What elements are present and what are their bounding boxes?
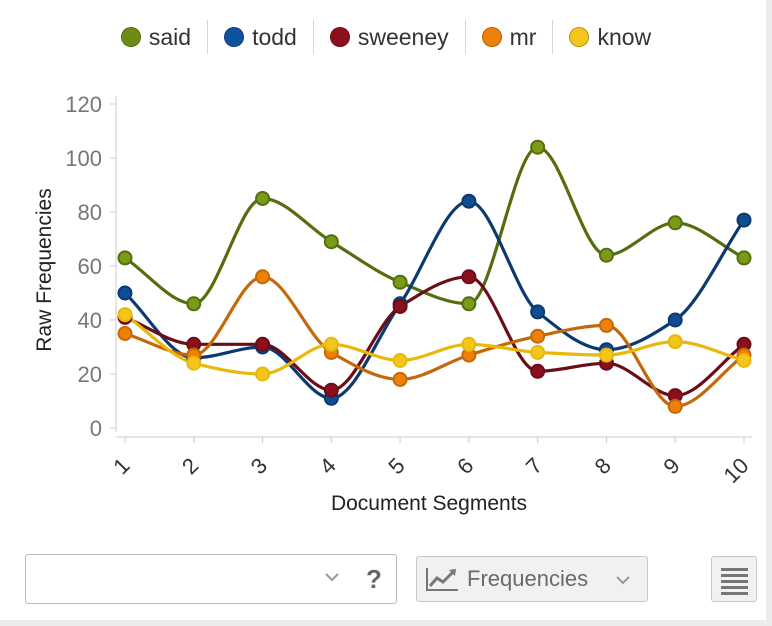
data-point-said[interactable]: [392, 274, 408, 290]
x-tick-label: 2: [177, 453, 203, 479]
data-point-mr[interactable]: [117, 326, 133, 341]
y-tick-label: 100: [65, 146, 102, 171]
data-point-said[interactable]: [323, 234, 339, 250]
data-point-know[interactable]: [598, 347, 614, 363]
data-point-todd[interactable]: [117, 285, 133, 301]
y-tick-label: 40: [78, 308, 102, 333]
legend-swatch-icon: [224, 27, 245, 47]
x-tick-label: 9: [658, 453, 684, 479]
data-point-said[interactable]: [667, 215, 683, 231]
data-point-said[interactable]: [461, 296, 477, 312]
bottom-toolbar: ? Frequencies: [0, 552, 772, 612]
chevron-down-icon[interactable]: [322, 567, 342, 587]
series-line-sweeney: [124, 275, 745, 398]
x-tick-label: 6: [452, 453, 478, 479]
data-point-said[interactable]: [598, 247, 614, 263]
y-tick-label: 60: [78, 254, 102, 279]
data-point-mr[interactable]: [598, 317, 614, 333]
data-point-said[interactable]: [117, 250, 133, 266]
legend-label: sweeney: [357, 23, 449, 50]
data-point-know[interactable]: [323, 336, 339, 352]
data-point-know[interactable]: [736, 353, 752, 368]
legend-swatch-icon: [120, 27, 141, 47]
segment-search-combobox[interactable]: ?: [25, 554, 397, 604]
legend-swatch-icon: [569, 27, 590, 47]
legend-item-sweeney[interactable]: sweeney: [312, 20, 465, 54]
data-point-know[interactable]: [255, 366, 271, 382]
line-chart: 0 20 40 60 80 100 120 1 2 3 4 5 6 7 8 9 10 Raw Frequenc…: [33, 92, 754, 515]
data-point-todd[interactable]: [530, 304, 546, 320]
data-point-said[interactable]: [255, 191, 271, 206]
data-point-said[interactable]: [530, 139, 546, 155]
data-markers: [117, 139, 752, 414]
y-tick-label: 20: [78, 362, 102, 387]
series-lines: [123, 145, 746, 408]
data-point-sweeney[interactable]: [530, 363, 546, 379]
series-line-todd: [123, 199, 746, 400]
series-line-know: [124, 313, 745, 376]
legend-swatch-icon: [481, 27, 502, 47]
series-line-mr: [124, 275, 745, 408]
legend-item-know[interactable]: know: [552, 20, 667, 54]
x-axis: 1 2 3 4 5 6 7 8 9 10: [108, 436, 754, 488]
data-point-know[interactable]: [461, 336, 477, 352]
series-line-said: [124, 145, 745, 306]
x-axis-title: Document Segments: [331, 492, 527, 515]
data-point-sweeney[interactable]: [461, 269, 477, 285]
legend-swatch-icon: [329, 27, 350, 47]
data-point-mr[interactable]: [530, 328, 546, 344]
data-point-know[interactable]: [530, 344, 546, 360]
data-point-todd[interactable]: [667, 312, 683, 328]
data-point-sweeney[interactable]: [323, 382, 339, 398]
x-tick-label: 4: [315, 453, 341, 479]
x-tick-label: 10: [719, 453, 754, 488]
legend-item-mr[interactable]: mr: [464, 20, 553, 54]
y-tick-label: 120: [65, 92, 102, 117]
data-point-know[interactable]: [667, 334, 683, 350]
y-axis: 0 20 40 60 80 100 120: [65, 92, 117, 441]
data-point-mr[interactable]: [392, 371, 408, 387]
menu-button[interactable]: [711, 556, 757, 602]
data-point-mr[interactable]: [667, 398, 683, 414]
frequencies-button[interactable]: Frequencies: [416, 556, 648, 602]
line-chart-icon: [426, 568, 458, 591]
legend-item-said[interactable]: said: [105, 20, 207, 54]
x-tick-label: 3: [246, 453, 272, 479]
data-point-todd[interactable]: [461, 193, 477, 209]
y-axis-title: Raw Frequencies: [33, 188, 56, 351]
data-point-todd[interactable]: [736, 212, 752, 228]
data-point-sweeney[interactable]: [392, 299, 408, 314]
data-point-sweeney[interactable]: [255, 336, 271, 352]
chevron-down-icon: [616, 576, 630, 585]
y-tick-label: 0: [90, 416, 102, 441]
legend: said todd sweeney mr know: [0, 14, 772, 60]
x-tick-label: 5: [383, 453, 409, 479]
data-point-mr[interactable]: [255, 269, 271, 285]
x-tick-label: 7: [521, 453, 547, 479]
data-point-know[interactable]: [392, 353, 408, 368]
legend-label: todd: [252, 23, 297, 50]
legend-label: mr: [509, 23, 537, 50]
x-tick-label: 1: [108, 453, 134, 479]
help-icon[interactable]: ?: [366, 564, 382, 594]
legend-label: know: [597, 23, 652, 50]
legend-label: said: [148, 23, 192, 50]
data-point-know[interactable]: [186, 355, 202, 371]
frequencies-label: Frequencies: [467, 566, 589, 591]
legend-item-todd[interactable]: todd: [207, 20, 313, 54]
data-point-said[interactable]: [186, 296, 202, 312]
x-tick-label: 8: [590, 453, 616, 479]
data-point-said[interactable]: [736, 250, 752, 266]
y-tick-label: 80: [78, 200, 102, 225]
data-point-know[interactable]: [117, 307, 133, 323]
